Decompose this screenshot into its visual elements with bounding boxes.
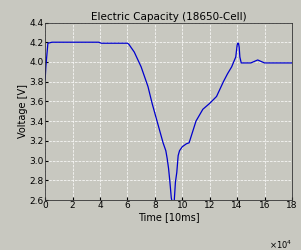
Title: Electric Capacity (18650-Cell): Electric Capacity (18650-Cell)	[91, 12, 247, 22]
Text: $\times 10^4$: $\times 10^4$	[269, 239, 292, 250]
X-axis label: Time [10ms]: Time [10ms]	[138, 212, 199, 222]
Y-axis label: Voltage [V]: Voltage [V]	[18, 84, 28, 138]
